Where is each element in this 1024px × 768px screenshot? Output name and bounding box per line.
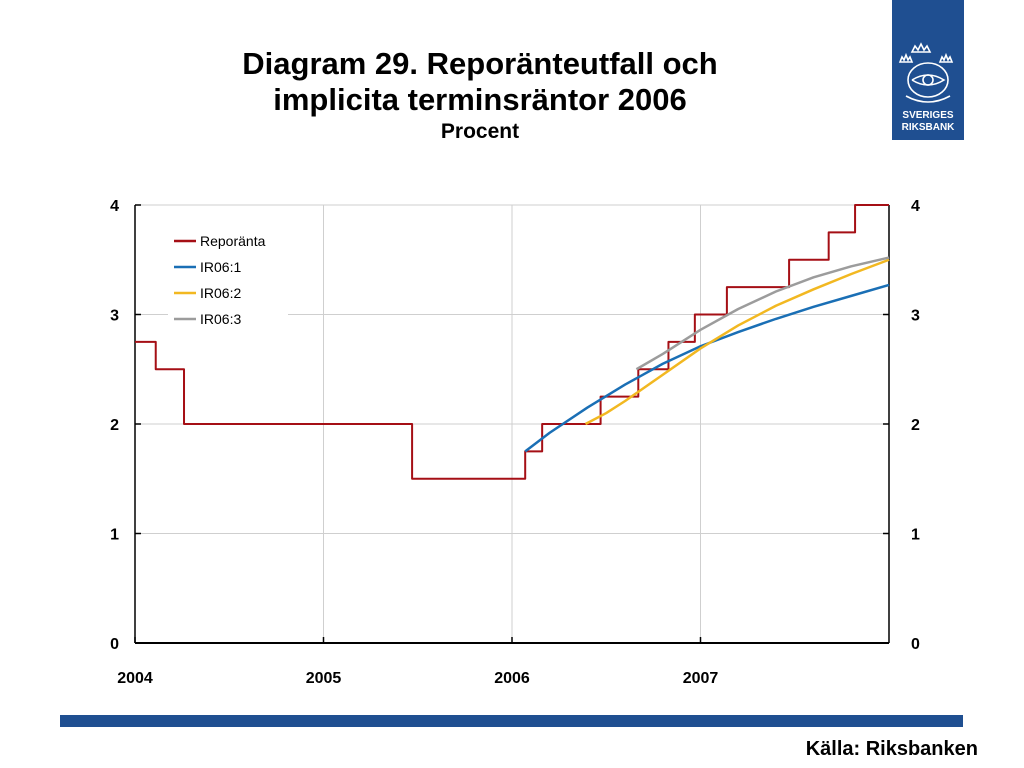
y-tick-label-right: 4	[911, 198, 920, 215]
y-tick-label-left: 4	[110, 198, 119, 215]
y-tick-label-right: 1	[911, 527, 920, 544]
x-tick-label: 2004	[117, 670, 153, 687]
riksbank-logo: SVERIGES RIKSBANK	[892, 0, 964, 140]
series-line-repor-nta	[135, 204, 889, 480]
legend-label-2: IR06:2	[200, 285, 241, 301]
footer-bar	[60, 715, 963, 727]
legend-label-1: IR06:1	[200, 259, 241, 275]
series-line-ir06-2	[584, 258, 890, 426]
y-tick-label-right: 2	[911, 417, 920, 434]
chart-subtitle: Procent	[440, 120, 520, 143]
y-tick-label-right: 0	[911, 636, 920, 653]
y-tick-label-right: 3	[911, 308, 920, 325]
logo-text-line-1: SVERIGES	[902, 110, 954, 121]
y-tick-label-left: 2	[110, 417, 119, 434]
crown-emblem-icon	[898, 42, 954, 103]
x-tick-label: 2007	[683, 670, 719, 687]
chart-title-line-1: Diagram 29. Reporänteutfall och	[242, 46, 718, 81]
series-line-ir06-1	[524, 283, 890, 453]
chart-title-line-2: implicita terminsräntor 2006	[273, 82, 687, 117]
series-line-ir06-3	[635, 256, 890, 371]
line-chart: 0 0 1 1 2 2 3 3 4 4 2004 2005 2006 2007 Reporänta IR06:…	[110, 198, 920, 687]
y-tick-label-left: 1	[110, 527, 119, 544]
legend-label-0: Reporänta	[200, 233, 266, 249]
x-tick-label: 2005	[306, 670, 342, 687]
chart-title-block: Diagram 29. Reporänteutfall och implicit…	[130, 46, 830, 144]
logo-text-line-2: RIKSBANK	[901, 122, 955, 133]
source-note: Källa: Riksbanken	[805, 738, 978, 760]
y-tick-label-left: 0	[110, 636, 119, 653]
x-tick-label: 2006	[494, 670, 530, 687]
y-tick-label-left: 3	[110, 308, 119, 325]
legend-label-3: IR06:3	[200, 311, 241, 327]
